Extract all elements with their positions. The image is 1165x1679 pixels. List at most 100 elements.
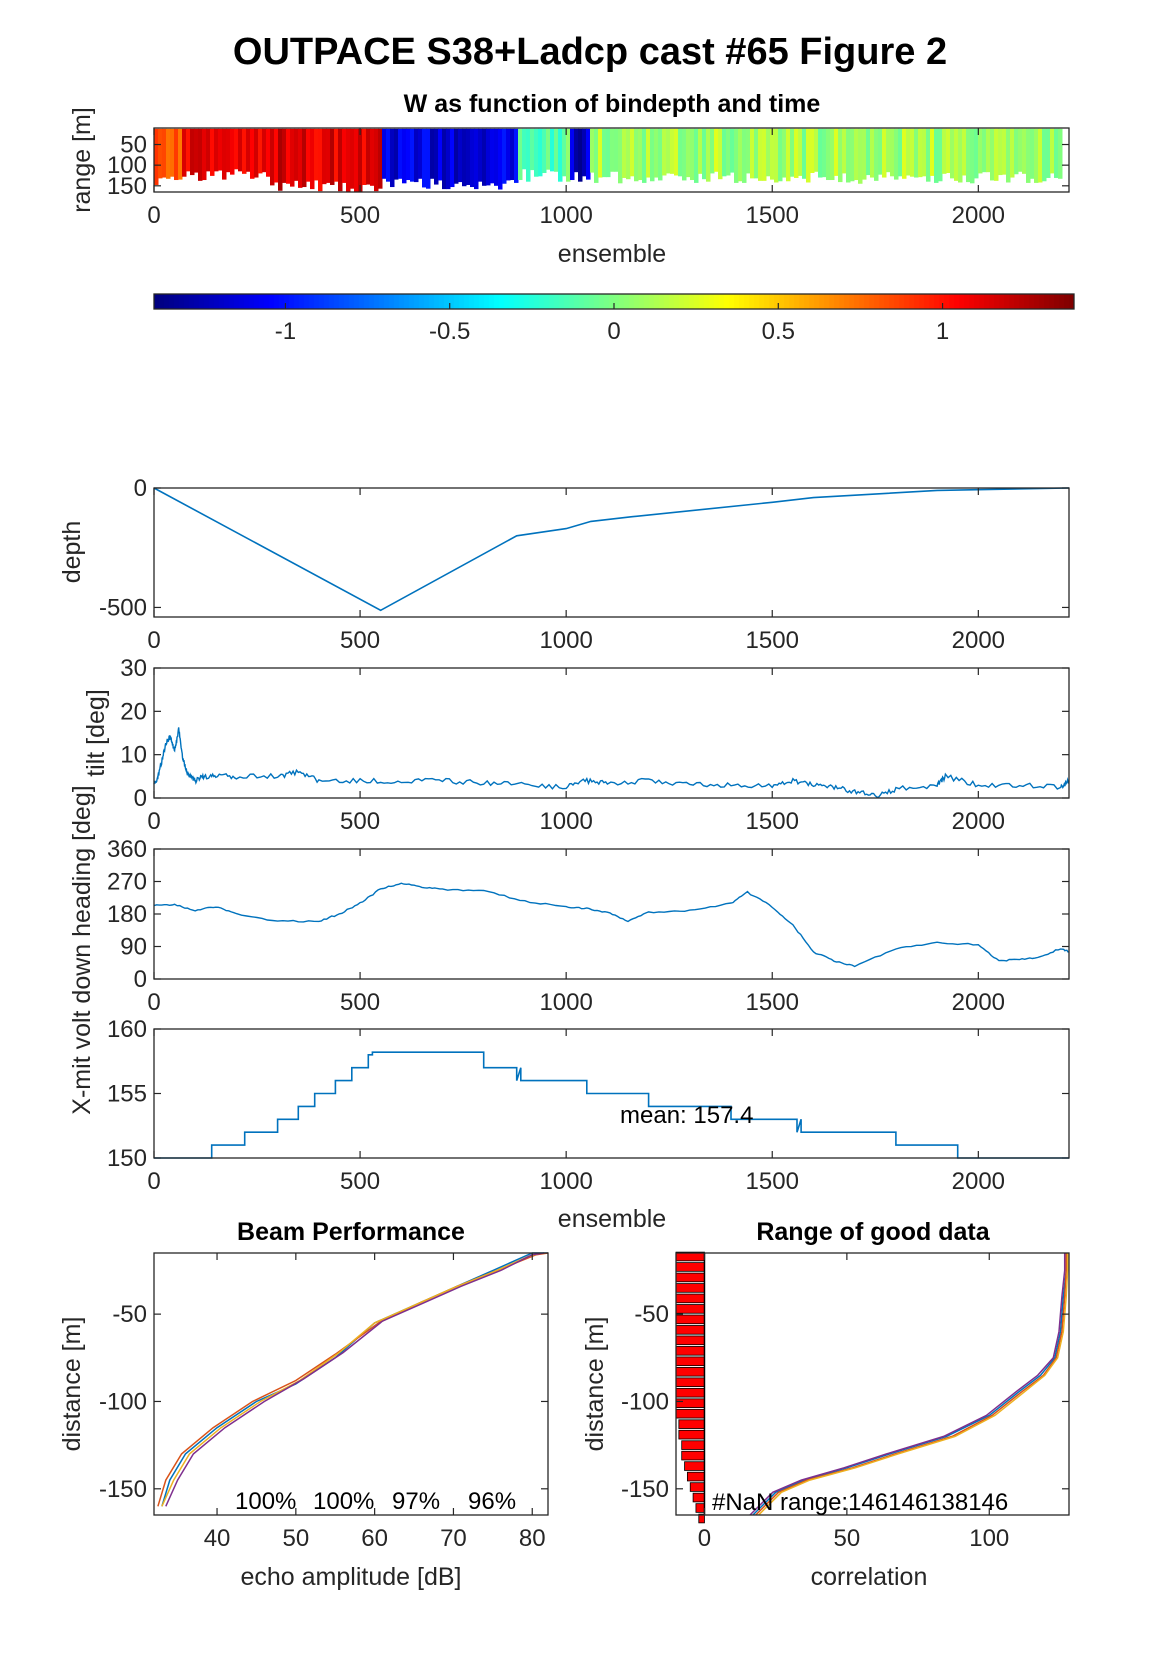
range-nan-bars: [675, 1251, 706, 1524]
range-panel: Range of good data 0 50 100 -50 -100 -150 #N…: [581, 1218, 1070, 1591]
colorbar-step: [154, 294, 160, 309]
heatmap-cell: [378, 128, 383, 189]
colorbar-step: [839, 294, 845, 309]
heatmap-cell: [202, 128, 207, 181]
heatmap-cell: [318, 128, 323, 192]
colorbar-step: [889, 294, 895, 309]
heatmap-cell: [194, 128, 199, 173]
heatmap-cell: [902, 128, 907, 179]
heatmap-cell: [286, 128, 291, 184]
xmit-xlabel: ensemble: [558, 1205, 666, 1233]
colorbar-step: [349, 294, 355, 309]
heatmap-cell: [218, 128, 223, 171]
colorbar-step: [194, 294, 200, 309]
colorbar-step: [539, 294, 545, 309]
colorbar-step: [234, 294, 240, 309]
heatmap-cell: [322, 128, 327, 185]
heatmap-cell: [1006, 128, 1011, 183]
heatmap-cell: [838, 128, 843, 183]
colorbar-step: [1024, 294, 1030, 309]
heatmap-cell: [466, 128, 471, 185]
heatmap-cell: [742, 128, 747, 183]
colorbar-step: [529, 294, 535, 309]
colorbar-step: [389, 294, 395, 309]
heatmap-cell: [578, 128, 583, 182]
heatmap-cell: [610, 128, 615, 172]
nan-bar: [675, 1283, 705, 1293]
y-tick-label: 150: [107, 173, 147, 200]
range-series-line: [755, 1253, 1067, 1516]
heatmap-cell: [430, 128, 435, 179]
colorbar-step: [509, 294, 515, 309]
colorbar-step: [524, 294, 530, 309]
heatmap-cell: [914, 128, 919, 178]
nan-bar: [678, 1429, 705, 1440]
heatmap-cell: [546, 128, 551, 170]
colorbar-step: [179, 294, 185, 309]
colorbar-step: [469, 294, 475, 309]
colorbar-step: [834, 294, 840, 309]
colorbar-step: [514, 294, 520, 309]
heatmap-cell: [502, 128, 507, 184]
heatmap-cell: [370, 128, 375, 186]
colorbar-step: [384, 294, 390, 309]
heatmap-cell: [754, 128, 759, 179]
x-tick-label: 1000: [539, 989, 592, 1016]
range-title: Range of good data: [756, 1218, 990, 1246]
heatmap-cell: [894, 128, 899, 180]
heatmap-cell: [638, 128, 643, 181]
range-xlabel: correlation: [811, 1563, 928, 1591]
heatmap-cell: [586, 128, 591, 180]
colorbar-step: [609, 294, 615, 309]
heatmap-cell: [418, 128, 423, 179]
colorbar-step: [924, 294, 930, 309]
colorbar-step: [449, 294, 455, 309]
colorbar-step: [959, 294, 965, 309]
heatmap-cell: [798, 128, 803, 176]
y-tick-label: 150: [107, 1145, 147, 1172]
colorbar-step: [404, 294, 410, 309]
nan-bar: [675, 1293, 705, 1304]
heatmap-cell: [354, 128, 359, 192]
heatmap-cell: [542, 128, 547, 174]
range-xticks: 0 50 100: [698, 1253, 1009, 1552]
heatmap-cell: [730, 128, 735, 173]
nan-bar: [689, 1482, 705, 1492]
heatmap-cell: [258, 128, 263, 174]
heatmap-cell: [662, 128, 667, 176]
beam-xlabel: echo amplitude [dB]: [241, 1563, 462, 1591]
heatmap-cell: [722, 128, 727, 177]
colorbar-step: [1069, 294, 1075, 309]
xmit-mean-annotation: mean: 157.4: [620, 1102, 753, 1129]
heatmap-cell: [634, 128, 639, 182]
colorbar-step: [734, 294, 740, 309]
x-tick-label: 80: [519, 1525, 546, 1552]
heatmap-cell: [294, 128, 299, 181]
heatmap-cell: [222, 128, 227, 180]
colorbar-step: [854, 294, 860, 309]
heatmap-cell: [198, 128, 203, 181]
beam-frame: [153, 1252, 549, 1516]
colorbar-step: [659, 294, 665, 309]
heatmap-cell: [206, 128, 211, 172]
beam-percent-label: 97%: [392, 1488, 440, 1515]
heatmap-cell: [1014, 128, 1019, 175]
colorbar-step: [694, 294, 700, 309]
heatmap-cell: [814, 128, 819, 172]
heatmap-cell: [1054, 128, 1059, 178]
heatmap-cell: [374, 128, 379, 192]
nan-bar: [681, 1450, 705, 1461]
heatmap-cell: [522, 128, 527, 170]
colorbar-step: [264, 294, 270, 309]
nan-bar: [675, 1398, 705, 1408]
heatmap-cell: [558, 128, 563, 182]
heatmap-cell: [594, 128, 599, 183]
tilt-panel: 0 500 1000 1500 2000 30 20 10 0 tilt [deg]: [82, 655, 1070, 835]
y-tick-label: 90: [120, 934, 147, 961]
colorbar-step: [964, 294, 970, 309]
y-tick-label: 160: [107, 1016, 147, 1043]
colorbar-step: [359, 294, 365, 309]
colorbar-step: [369, 294, 375, 309]
y-tick-label: -500: [99, 594, 147, 621]
colorbar-step: [649, 294, 655, 309]
